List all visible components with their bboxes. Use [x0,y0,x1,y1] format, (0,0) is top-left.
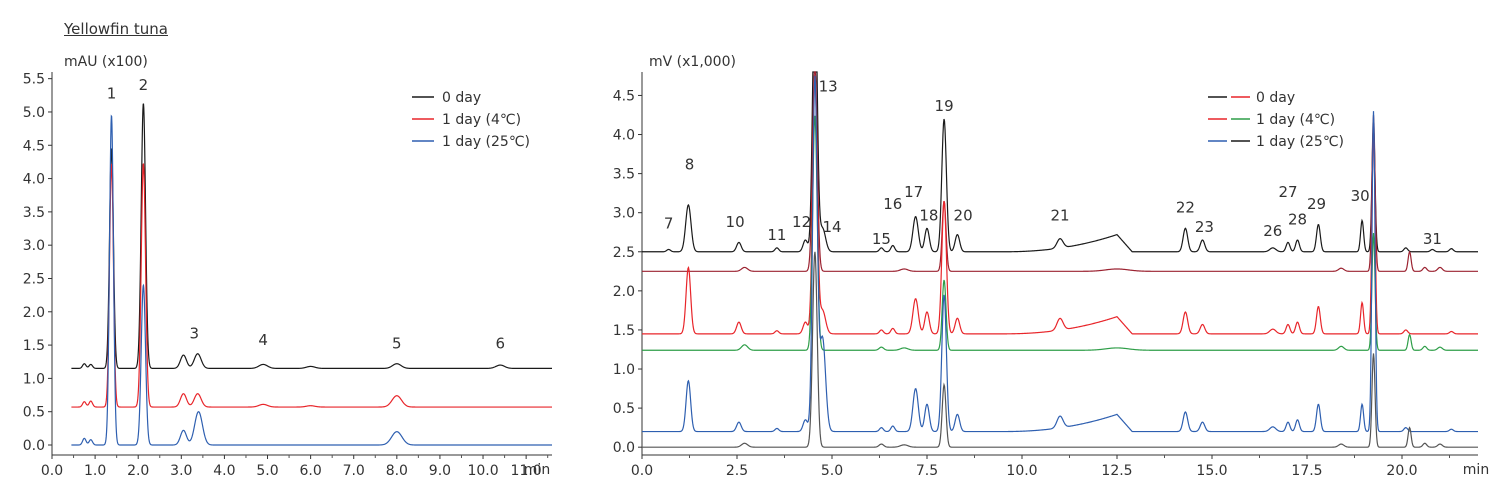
chart2-peak-label: 18 [919,207,938,225]
chart2-peak-label: 22 [1176,199,1195,217]
chart1-y-tick-label: 3.0 [23,238,45,254]
chart1-x-tick-label: 11.0 [511,463,542,479]
chart2-x-tick-label: 7.5 [916,463,938,479]
chart2-peak-label: 15 [872,230,891,248]
chart1-series-line-2 [71,163,552,408]
chart2-peak-label: 27 [1278,183,1297,201]
chart2-peak-label: 29 [1307,195,1326,213]
chart2-peak-label: 10 [726,213,745,231]
chart2-peak-label: 26 [1263,222,1282,240]
figure-title: Yellowfin tuna [64,20,168,38]
chart1-x-tick-label: 7.0 [343,463,365,479]
chart2-peak-label: 21 [1050,207,1069,225]
chart2-x-tick-label: 2.5 [726,463,748,479]
chart1-y-tick-label: 2.0 [23,305,45,321]
chart2-peak-label: 12 [792,213,811,231]
chart2-x-tick-label: 15.0 [1196,463,1227,479]
chart2-y-tick-label: 3.0 [613,206,635,222]
chart2-legend-label: 1 day (4℃) [1256,112,1335,128]
chart1-peak-label: 1 [107,85,117,103]
chart1-legend-label: 1 day (4℃) [442,112,521,128]
chart1-y-tick-label: 4.0 [23,172,45,188]
chart2-legend-label: 0 day [1256,90,1295,106]
chart1-series-line-3 [71,114,552,446]
chart2-peak-label: 11 [767,226,786,244]
chart2-y-axis-label: mV (x1,000) [649,54,736,70]
chart2-y-tick-label: 4.0 [613,128,635,144]
chart1-legend-label: 1 day (25℃) [442,134,530,150]
chart2-legend-label: 1 day (25℃) [1256,134,1344,150]
chart2-y-tick-label: 1.5 [613,323,635,339]
chart1-y-tick-label: 0.5 [23,405,45,421]
chart1-peak-label: 6 [496,334,506,352]
chart1-peak-label: 5 [392,334,402,352]
chart1-x-tick-label: 0.0 [41,463,63,479]
chart1-y-tick-label: 5.5 [23,72,45,88]
chart1-peak-label: 3 [189,324,199,342]
chart1-y-tick-label: 4.5 [23,138,45,154]
chart1-x-tick-label: 3.0 [170,463,192,479]
chart2-y-tick-label: 2.5 [613,245,635,261]
chart1-peak-label: 2 [139,76,149,94]
chart2-y-tick-label: 0.0 [613,440,635,456]
chart1-x-tick-label: 4.0 [213,463,235,479]
chart1-legend-label: 0 day [442,90,481,106]
chart2-series-line-4 [642,115,1478,351]
chart1-x-tick-label: 2.0 [127,463,149,479]
chart2-x-unit: min [1463,462,1489,478]
chart2-x-tick-label: 20.0 [1386,463,1417,479]
chart2-peak-label: 19 [935,97,954,115]
chart1-y-axis-label: mAU (x100) [64,54,148,70]
chart1-y-tick-label: 1.0 [23,371,45,387]
chart2-x-tick-label: 17.5 [1291,463,1322,479]
chart2-x-tick-label: 0.0 [631,463,653,479]
chart2-y-tick-label: 1.0 [613,362,635,378]
chart2-peak-label: 13 [819,78,838,96]
chart1-x-tick-label: 6.0 [299,463,321,479]
chart2-series-line-3 [642,74,1478,335]
chart2-peak-label: 8 [685,156,695,174]
chart2-y-tick-label: 2.0 [613,284,635,300]
chart1-y-tick-label: 1.5 [23,338,45,354]
chart2-series-line-6 [642,251,1478,448]
chart1-y-tick-label: 3.5 [23,205,45,221]
chart2-peak-label: 23 [1195,218,1214,236]
chart2-peak-label: 7 [664,214,674,232]
chart2-x-tick-label: 10.0 [1006,463,1037,479]
chart1-y-tick-label: 0.0 [23,438,45,454]
chart2-y-tick-label: 0.5 [613,401,635,417]
chart2-peak-label: 16 [883,195,902,213]
chart2-peak-label: 28 [1288,210,1307,228]
chart2-y-tick-label: 3.5 [613,167,635,183]
chart2-peak-label: 17 [904,183,923,201]
chart1-x-tick-label: 8.0 [386,463,408,479]
chart2-series-line-1 [642,71,1478,253]
chart1-x-tick-label: 9.0 [429,463,451,479]
chart2-x-tick-label: 12.5 [1101,463,1132,479]
chart2-series-line-5 [642,75,1478,433]
chart1-y-tick-label: 5.0 [23,105,45,121]
chart2-x-tick-label: 5.0 [821,463,843,479]
chart2-peak-label: 30 [1351,187,1370,205]
chart1-x-tick-label: 5.0 [256,463,278,479]
chart2-peak-label: 31 [1423,230,1442,248]
chart2-series-line-2 [642,71,1478,272]
chart2-peak-label: 14 [822,218,841,236]
chart1-series-line-1 [71,103,552,370]
chart1-y-tick-label: 2.5 [23,271,45,287]
chart2-y-tick-label: 4.5 [613,88,635,104]
chart1-x-tick-label: 10.0 [467,463,498,479]
chart1-x-tick-label: 1.0 [84,463,106,479]
chart1-peak-label: 4 [258,331,268,349]
chart1-x-unit: min [524,462,550,478]
chart2-peak-label: 20 [954,207,973,225]
